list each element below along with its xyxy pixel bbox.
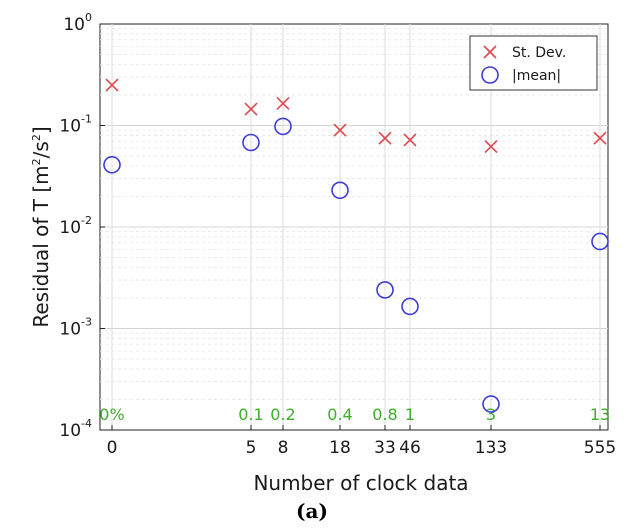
legend: St. Dev. |mean| — [469, 35, 598, 91]
stdev-point — [105, 78, 119, 92]
stdev-point — [593, 131, 607, 145]
mean-point — [591, 232, 609, 251]
mean-point — [331, 181, 349, 200]
stdev-point — [403, 133, 417, 147]
percent-label: 0.1 — [238, 405, 263, 424]
grid — [100, 24, 608, 430]
mean-point — [274, 117, 292, 136]
x-axis-ticks: 0 5 8 18 33 46 133 555 — [107, 425, 616, 458]
y-tick-label: 100 — [63, 11, 92, 35]
figure-caption: (a) — [296, 499, 328, 523]
x-tick-label: 5 — [246, 438, 257, 458]
percent-label: 1 — [405, 405, 415, 424]
y-axis-label: Residual of T [m2/s2] — [29, 126, 53, 327]
legend-stdev-marker — [483, 45, 497, 59]
mean-point — [242, 133, 260, 152]
data-marks — [103, 78, 609, 413]
y-tick-label: 10-2 — [59, 214, 92, 238]
stdev-point — [378, 131, 392, 145]
mean-point — [376, 281, 394, 299]
x-tick-label: 0 — [107, 438, 118, 458]
stdev-point — [333, 123, 347, 137]
legend-label: St. Dev. — [512, 45, 566, 61]
percent-labels: 0% 0.1 0.2 0.4 0.8 1 3 13 — [99, 405, 610, 424]
mean-point — [482, 395, 500, 413]
x-tick-label: 46 — [399, 438, 421, 458]
x-tick-label: 133 — [475, 438, 507, 458]
mean-point — [401, 297, 419, 316]
percent-label: 0.2 — [270, 405, 295, 424]
percent-label: 0.8 — [372, 405, 397, 424]
stdev-point — [244, 102, 258, 116]
x-tick-label: 18 — [329, 438, 351, 458]
legend-box — [469, 35, 598, 91]
y-tick-label: 10-1 — [59, 113, 92, 137]
x-tick-label: 555 — [584, 438, 616, 458]
x-tick-label: 8 — [278, 438, 289, 458]
percent-label: 3 — [486, 405, 496, 424]
percent-label: 13 — [590, 405, 610, 424]
mean-point — [103, 156, 121, 174]
y-tick-label: 10-4 — [59, 417, 92, 441]
stdev-point — [276, 96, 290, 110]
percent-label: 0.4 — [327, 405, 352, 424]
x-axis-label: Number of clock data — [253, 471, 468, 495]
legend-label: |mean| — [512, 68, 561, 84]
legend-mean-marker — [481, 66, 499, 84]
percent-label: 0% — [99, 405, 124, 424]
x-tick-label: 33 — [374, 438, 396, 458]
stdev-point — [484, 140, 498, 154]
y-axis-ticks: 100 10-1 10-2 10-3 10-4 — [59, 11, 105, 441]
y-tick-label: 10-3 — [59, 316, 92, 340]
